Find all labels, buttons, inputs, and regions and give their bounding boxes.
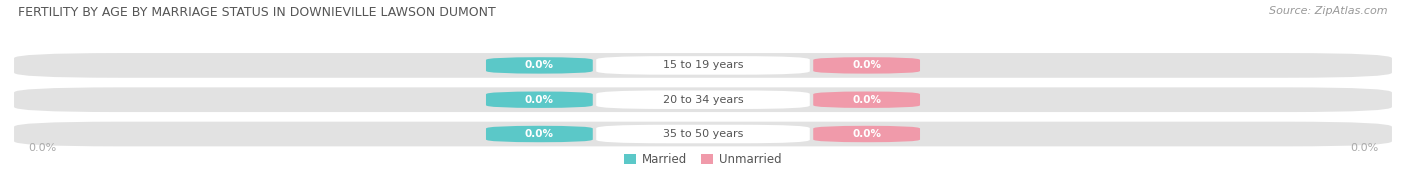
Text: 0.0%: 0.0% bbox=[852, 60, 882, 70]
FancyBboxPatch shape bbox=[14, 87, 1392, 112]
Text: 0.0%: 0.0% bbox=[852, 129, 882, 139]
Text: Source: ZipAtlas.com: Source: ZipAtlas.com bbox=[1270, 6, 1388, 16]
Text: 15 to 19 years: 15 to 19 years bbox=[662, 60, 744, 70]
Text: 0.0%: 0.0% bbox=[1350, 143, 1378, 153]
FancyBboxPatch shape bbox=[486, 92, 593, 108]
Text: 20 to 34 years: 20 to 34 years bbox=[662, 95, 744, 105]
FancyBboxPatch shape bbox=[813, 92, 920, 108]
FancyBboxPatch shape bbox=[14, 53, 1392, 78]
Text: 0.0%: 0.0% bbox=[28, 143, 56, 153]
FancyBboxPatch shape bbox=[14, 122, 1392, 146]
Text: 0.0%: 0.0% bbox=[852, 95, 882, 105]
FancyBboxPatch shape bbox=[596, 91, 810, 109]
Legend: Married, Unmarried: Married, Unmarried bbox=[620, 149, 786, 171]
Text: 0.0%: 0.0% bbox=[524, 129, 554, 139]
Text: 0.0%: 0.0% bbox=[524, 95, 554, 105]
FancyBboxPatch shape bbox=[486, 126, 593, 142]
FancyBboxPatch shape bbox=[486, 57, 593, 74]
FancyBboxPatch shape bbox=[813, 57, 920, 74]
Text: FERTILITY BY AGE BY MARRIAGE STATUS IN DOWNIEVILLE LAWSON DUMONT: FERTILITY BY AGE BY MARRIAGE STATUS IN D… bbox=[18, 6, 496, 19]
FancyBboxPatch shape bbox=[596, 125, 810, 143]
FancyBboxPatch shape bbox=[596, 56, 810, 75]
Text: 35 to 50 years: 35 to 50 years bbox=[662, 129, 744, 139]
FancyBboxPatch shape bbox=[813, 126, 920, 142]
Text: 0.0%: 0.0% bbox=[524, 60, 554, 70]
